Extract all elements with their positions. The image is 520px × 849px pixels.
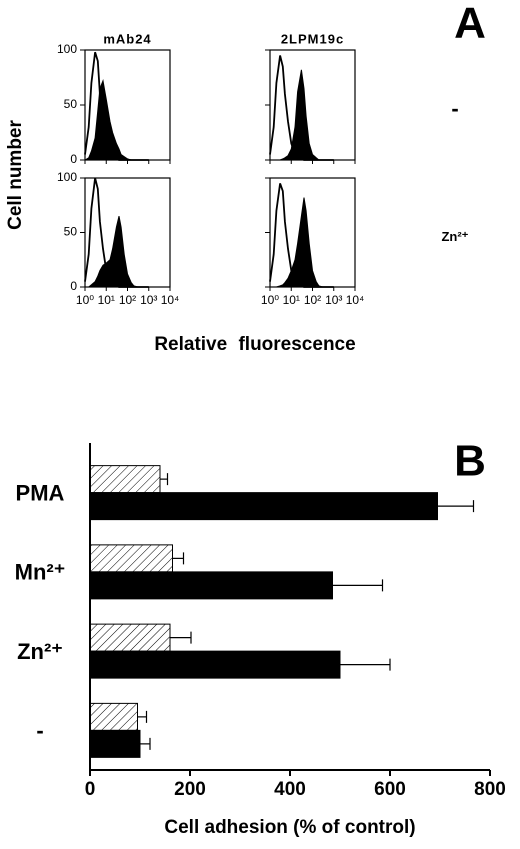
x-tick-label: 10⁴ (346, 293, 365, 307)
bar (89, 702, 138, 731)
y-tick-label: 0 (70, 279, 77, 293)
bar (89, 650, 341, 679)
category-label: Zn²⁺ (17, 639, 63, 664)
panel-label: A (454, 0, 486, 48)
x-tick-label: 10⁰ (261, 293, 279, 307)
category-label: PMA (16, 480, 65, 505)
row-label: Zn²⁺ (441, 229, 468, 244)
x-axis-label: Cell adhesion (% of control) (164, 817, 415, 838)
x-axis-label: Relative fluorescence (154, 334, 355, 355)
x-tick-label: 10⁴ (161, 293, 180, 307)
panel-title: mAb24 (103, 31, 151, 46)
y-axis-label: Cell number (5, 120, 26, 230)
histogram-filled (270, 197, 334, 288)
category-label: - (36, 718, 43, 743)
y-tick-label: 50 (64, 225, 78, 239)
category-label: Mn²⁺ (15, 560, 66, 585)
panel-label: B (454, 437, 486, 486)
bar (89, 492, 438, 521)
x-tick-label: 800 (474, 779, 506, 800)
x-tick-label: 600 (374, 779, 406, 800)
y-tick-label: 0 (70, 152, 77, 166)
histogram-filled (85, 215, 149, 288)
x-tick-label: 10⁰ (76, 293, 94, 307)
bar (89, 729, 141, 758)
x-tick-label: 10² (119, 293, 136, 307)
x-tick-label: 400 (274, 779, 306, 800)
x-tick-label: 200 (174, 779, 206, 800)
x-tick-label: 10¹ (283, 293, 300, 307)
x-tick-label: 10³ (325, 293, 342, 307)
bar (89, 623, 171, 652)
x-tick-label: 10¹ (98, 293, 115, 307)
y-tick-label: 50 (64, 97, 78, 111)
bar (89, 544, 173, 573)
y-tick-label: 100 (57, 42, 77, 56)
panel-title: 2LPM19c (281, 31, 344, 46)
bar (89, 465, 161, 494)
bar (89, 571, 333, 600)
x-tick-label: 0 (85, 779, 96, 800)
histogram-filled (270, 69, 334, 161)
row-label: - (451, 96, 458, 121)
x-tick-label: 10³ (140, 293, 157, 307)
histogram-filled (83, 78, 149, 161)
y-tick-label: 100 (57, 170, 77, 184)
x-tick-label: 10² (304, 293, 321, 307)
